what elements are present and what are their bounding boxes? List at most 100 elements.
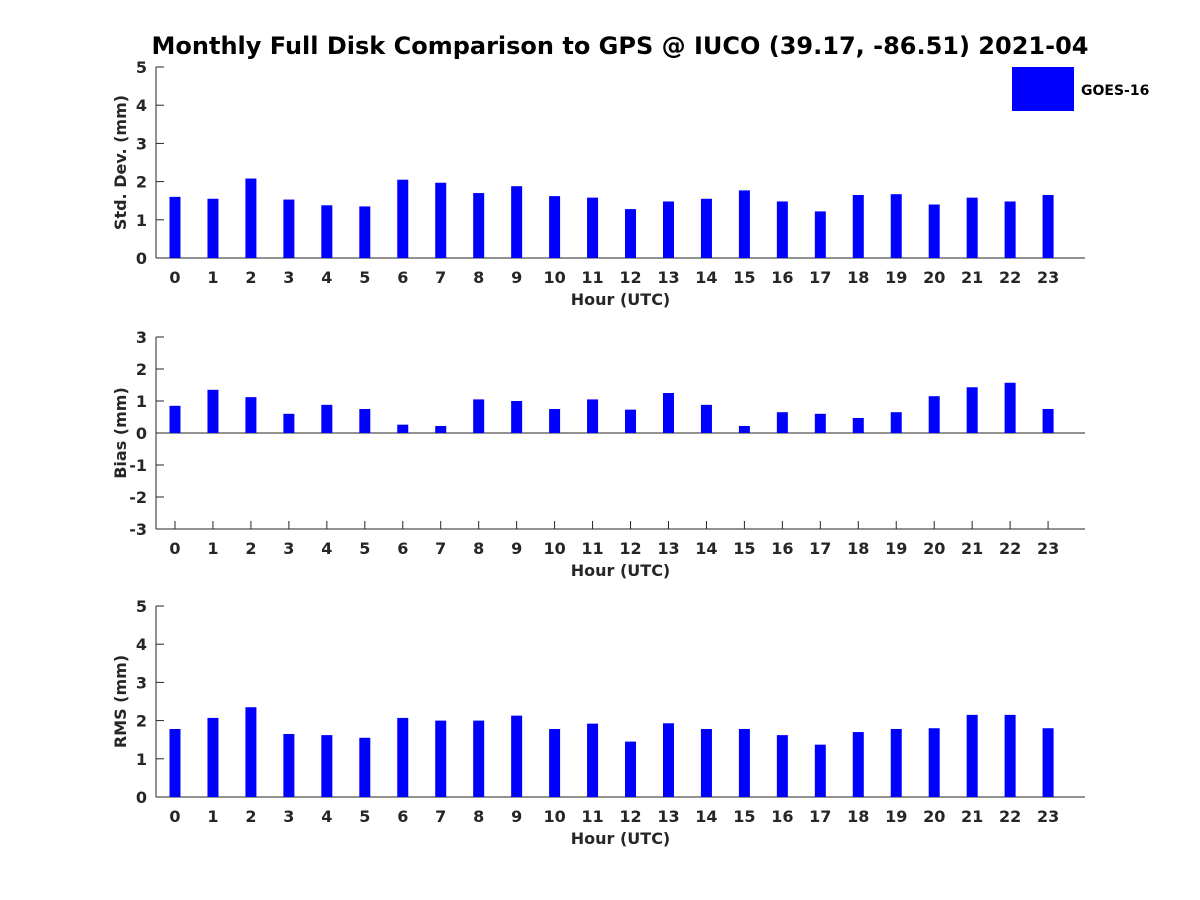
x-tick-label: 19: [885, 807, 907, 826]
bar: [700, 198, 712, 258]
bar: [397, 424, 409, 433]
bar: [1042, 194, 1054, 258]
bar: [776, 201, 788, 258]
x-tick-label: 6: [397, 268, 408, 287]
bar: [511, 186, 523, 258]
x-tick-label: 9: [511, 807, 522, 826]
y-tick-label: 1: [136, 750, 147, 769]
bar: [700, 729, 712, 797]
bar: [473, 399, 485, 433]
x-tick-label: 10: [543, 539, 565, 558]
bar: [283, 199, 295, 258]
x-tick-label: 16: [771, 807, 793, 826]
y-tick-label: 0: [136, 424, 147, 443]
x-tick-label: 1: [207, 807, 218, 826]
y-tick-label: 1: [136, 211, 147, 230]
x-tick-label: 18: [847, 539, 869, 558]
x-tick-label: 23: [1037, 268, 1059, 287]
x-tick-label: 5: [359, 539, 370, 558]
bar: [321, 404, 333, 433]
x-tick-label: 4: [321, 539, 332, 558]
bar: [473, 193, 485, 258]
bar: [738, 729, 750, 797]
bar: [359, 206, 371, 258]
bar: [966, 197, 978, 258]
bar: [169, 729, 181, 797]
x-tick-label: 13: [657, 268, 679, 287]
bar: [473, 720, 485, 797]
bar: [1042, 728, 1054, 797]
x-tick-label: 22: [999, 268, 1021, 287]
bar: [662, 201, 674, 258]
bar: [549, 729, 561, 797]
x-tick-label: 14: [695, 539, 717, 558]
y-tick-label: 5: [136, 58, 147, 77]
bar: [549, 196, 561, 258]
bar: [625, 741, 637, 797]
bar: [928, 204, 940, 258]
y-tick-label: -2: [129, 488, 147, 507]
x-tick-label: 7: [435, 807, 446, 826]
x-tick-label: 23: [1037, 807, 1059, 826]
x-tick-label: 21: [961, 268, 983, 287]
x-tick-label: 3: [283, 268, 294, 287]
bar: [814, 413, 826, 433]
x-tick-label: 1: [207, 539, 218, 558]
x-tick-label: 20: [923, 268, 945, 287]
bar: [549, 409, 561, 433]
bar: [890, 412, 902, 433]
bar: [283, 413, 295, 433]
x-tick-label: 11: [581, 539, 603, 558]
bar: [852, 194, 864, 258]
x-tick-label: 2: [245, 807, 256, 826]
x-tick-label: 10: [543, 807, 565, 826]
x-tick-label: 17: [809, 807, 831, 826]
x-tick-label: 21: [961, 807, 983, 826]
bar: [700, 404, 712, 433]
legend: GOES-16: [1012, 67, 1149, 111]
x-tick-label: 7: [435, 539, 446, 558]
y-tick-label: 2: [136, 712, 147, 731]
x-tick-label: 9: [511, 539, 522, 558]
x-tick-label: 14: [695, 807, 717, 826]
bar: [435, 720, 447, 797]
x-tick-label: 6: [397, 539, 408, 558]
x-tick-label: 2: [245, 539, 256, 558]
bar: [587, 723, 599, 797]
x-tick-label: 11: [581, 268, 603, 287]
bar: [245, 178, 257, 258]
y-axis-label: RMS (mm): [111, 655, 130, 748]
x-tick-label: 0: [169, 268, 180, 287]
x-tick-label: 15: [733, 807, 755, 826]
x-tick-label: 12: [619, 268, 641, 287]
legend-label: GOES-16: [1081, 83, 1149, 99]
x-tick-label: 12: [619, 539, 641, 558]
y-axis-label: Bias (mm): [111, 387, 130, 479]
bar: [890, 194, 902, 258]
bar: [1004, 382, 1016, 433]
y-axis-label: Std. Dev. (mm): [111, 95, 130, 230]
bar: [1042, 409, 1054, 433]
bar: [776, 412, 788, 433]
x-tick-label: 3: [283, 539, 294, 558]
x-tick-label: 20: [923, 539, 945, 558]
bar: [890, 729, 902, 797]
bar: [511, 401, 523, 433]
bar: [814, 744, 826, 797]
x-tick-label: 5: [359, 807, 370, 826]
x-tick-label: 13: [657, 539, 679, 558]
bar: [435, 182, 447, 258]
bar: [738, 190, 750, 258]
bar: [169, 405, 181, 433]
bar: [283, 733, 295, 797]
bar: [359, 737, 371, 797]
x-tick-label: 8: [473, 807, 484, 826]
bar: [435, 425, 447, 433]
bar: [738, 425, 750, 433]
x-tick-label: 16: [771, 268, 793, 287]
bar: [359, 409, 371, 433]
x-tick-label: 5: [359, 268, 370, 287]
bar: [245, 397, 257, 433]
